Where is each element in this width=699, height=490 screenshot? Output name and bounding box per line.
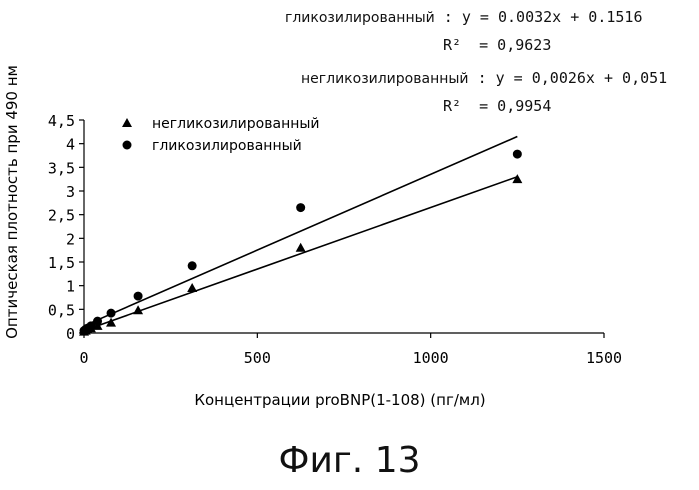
y-axis-label: Оптическая плотность при 490 нм: [3, 65, 21, 339]
y-tick-label: 3: [66, 183, 75, 201]
point-glyco: [188, 261, 197, 270]
r2-nonglyco-value: = 0,9954: [479, 97, 551, 115]
point-nonglyco: [187, 283, 197, 292]
x-axis-label: Концентрации proBNP(1-108) (пг/мл): [194, 391, 485, 409]
point-glyco: [107, 309, 116, 318]
data-points: [79, 150, 522, 336]
trendline-glyco: [84, 136, 517, 325]
legend: негликозилированный гликозилированный: [122, 116, 320, 154]
y-tick-label: 4,5: [48, 112, 75, 130]
point-glyco: [93, 317, 102, 326]
r2-glyco-value: = 0,9623: [479, 36, 551, 54]
x-tick-label: 1000: [413, 349, 449, 367]
r2-nonglyco-label: R²: [443, 97, 461, 115]
trendline-nonglyco: [84, 177, 517, 331]
equation-glyco-label: гликозилированный: [285, 10, 435, 26]
point-glyco: [134, 292, 143, 301]
legend-label: гликозилированный: [152, 138, 302, 154]
equation-glyco: гликозилированный : y = 0.0032x + 0.1516: [285, 8, 642, 26]
x-tick-label: 1500: [586, 349, 622, 367]
legend-label: негликозилированный: [152, 116, 320, 132]
trendlines: [84, 136, 517, 330]
point-glyco: [296, 203, 305, 212]
point-glyco: [513, 150, 522, 159]
y-tick-label: 0,5: [48, 301, 75, 319]
y-tick-label: 1,5: [48, 254, 75, 272]
figure-caption: Фиг. 13: [0, 440, 699, 481]
x-tick-label: 0: [79, 349, 88, 367]
point-nonglyco: [296, 243, 306, 252]
y-tick-label: 1: [66, 278, 75, 296]
equation-nonglyco: негликозилированный : y = 0,0026x + 0,05…: [301, 69, 667, 87]
equation-nonglyco-r2: R² = 0,9954: [443, 97, 551, 115]
y-tick-label: 0: [66, 325, 75, 343]
legend-marker: [122, 118, 132, 127]
y-tick-label: 3,5: [48, 159, 75, 177]
y-tick-label: 2: [66, 230, 75, 248]
y-tick-label: 4: [66, 136, 75, 154]
r2-glyco-label: R²: [443, 36, 461, 54]
legend-marker: [123, 141, 132, 150]
equation-nonglyco-label: негликозилированный: [301, 71, 469, 87]
y-tick-label: 2,5: [48, 207, 75, 225]
equation-nonglyco-formula: : y = 0,0026x + 0,051: [478, 69, 668, 87]
tick-labels: 0 0,5 1 1,5 2 2,5 3 3,5 4 4,5 0 500 1000 1500: [48, 112, 622, 367]
x-tick-label: 500: [244, 349, 271, 367]
equation-glyco-formula: : y = 0.0032x + 0.1516: [444, 8, 643, 26]
equation-glyco-r2: R² = 0,9623: [443, 36, 551, 54]
